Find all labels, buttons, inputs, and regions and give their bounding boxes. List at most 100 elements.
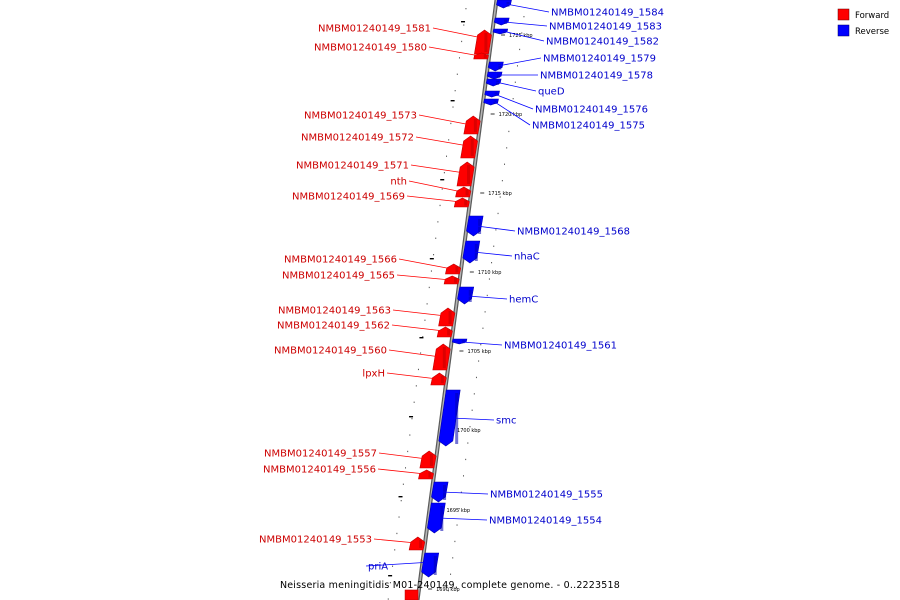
- gene-NMBM01240149_1560: [432, 343, 451, 371]
- minor-dot: [523, 16, 525, 18]
- gene-NMBM01240149_1580: [473, 52, 489, 60]
- gene-shade: [447, 329, 451, 336]
- label-leader: [441, 491, 489, 495]
- gene-NMBM01240149_1573: [463, 115, 481, 135]
- gene-arrow: [445, 263, 462, 275]
- label-leader: [476, 225, 516, 232]
- label-leader: [428, 46, 481, 57]
- gene-label: NMBM01240149_1557: [264, 449, 377, 460]
- gene-shade: [464, 200, 468, 206]
- gene-arrow: [430, 372, 447, 386]
- gene-shade: [440, 375, 444, 384]
- gene-arrow: [419, 450, 437, 469]
- gene-arrow: [456, 161, 475, 187]
- minor-dot: [514, 81, 516, 83]
- gene-shade: [484, 33, 488, 52]
- gene-label: queD: [538, 87, 565, 98]
- gene-label: priA: [368, 562, 388, 573]
- minor-dot: [387, 598, 389, 600]
- label-leader: [388, 349, 441, 358]
- minor-dot: [394, 549, 396, 551]
- gene-lpxH: [430, 372, 447, 386]
- minor-dot: [480, 344, 482, 346]
- genome-caption: Neisseria meningitidis M01-240149, compl…: [280, 580, 620, 591]
- gene-label: NMBM01240149_1572: [301, 133, 414, 144]
- legend-swatch-forward: [837, 8, 850, 21]
- legend-label-forward: Forward: [855, 11, 889, 21]
- minor-dot: [424, 319, 426, 321]
- minor-dot: [389, 582, 391, 584]
- gene-label: NMBM01240149_1583: [549, 22, 662, 33]
- gene-NMBM01240149_1568: [466, 215, 484, 237]
- minor-dot: [488, 278, 490, 280]
- minor-dot: [450, 573, 452, 575]
- gene-shade: [494, 92, 498, 97]
- gene-label: NMBM01240149_1555: [490, 490, 603, 501]
- minor-dot: [497, 212, 499, 215]
- minor-dot: [422, 336, 424, 338]
- minor-dot: [435, 237, 437, 239]
- tick-dash: [419, 337, 424, 339]
- minor-dot: [428, 286, 430, 289]
- minor-dot: [426, 303, 428, 305]
- minor-dot: [446, 155, 448, 157]
- gene-hemC: [457, 286, 475, 305]
- gene-label: NMBM01240149_1553: [259, 535, 372, 546]
- minor-dot: [473, 393, 475, 395]
- backbone-line: [416, 0, 498, 600]
- minor-dot: [420, 352, 422, 354]
- minor-dot: [493, 245, 495, 247]
- label-leader: [503, 21, 548, 27]
- minor-dot: [519, 48, 521, 51]
- gene-shade: [465, 189, 469, 196]
- minor-dot: [452, 106, 454, 108]
- gene-labels: NMBM01240149_1584 NMBM01240149_1583 NMBM01…: [259, 3, 664, 573]
- gene-NMBM01240149_1571: [456, 161, 475, 187]
- minor-dot: [508, 130, 510, 133]
- gene-shade: [429, 454, 433, 466]
- minor-dot: [460, 491, 462, 493]
- gene-shade: [483, 54, 487, 59]
- tick-label: 1720 kbp: [499, 112, 523, 118]
- gene-label: NMBM01240149_1571: [296, 161, 409, 172]
- minor-dot: [499, 196, 501, 198]
- minor-dot: [430, 270, 432, 272]
- gene-label: NMBM01240149_1562: [277, 321, 390, 332]
- minor-dot: [469, 426, 471, 428]
- legend: Forward Reverse: [837, 8, 889, 37]
- minor-dot: [463, 24, 465, 26]
- gene-label: NMBM01240149_1563: [278, 306, 391, 317]
- gene-label: NMBM01240149_1573: [304, 111, 417, 122]
- gene-nhaC: [462, 240, 481, 264]
- gene-arrow: [460, 135, 478, 159]
- gene-shade: [473, 119, 477, 132]
- gene-arrow: [438, 307, 456, 327]
- minor-dot: [452, 557, 454, 559]
- minor-dot: [467, 442, 469, 444]
- gene-shade: [467, 165, 471, 184]
- minor-dot: [439, 204, 441, 207]
- minor-dot: [396, 532, 398, 535]
- label-leader: [378, 452, 428, 460]
- minor-dot: [454, 90, 456, 92]
- minor-dot: [433, 254, 435, 256]
- minor-dot: [465, 8, 467, 10]
- gene-NMBM01240149_1572: [460, 135, 478, 159]
- minor-dot: [454, 540, 456, 543]
- label-leader: [408, 180, 463, 193]
- minor-dot: [510, 114, 512, 116]
- gene-label: NMBM01240149_1580: [314, 43, 427, 54]
- gene-shade: [454, 277, 458, 283]
- gene-shade: [419, 540, 423, 548]
- label-leader: [451, 417, 495, 421]
- gene-label: NMBM01240149_1581: [318, 24, 431, 35]
- minor-dot: [484, 311, 486, 313]
- minor-dot: [443, 172, 445, 174]
- tick-label: 1695 kbp: [447, 508, 471, 514]
- gene-NMBM01240149_1584: [496, 0, 512, 9]
- label-leader: [505, 3, 550, 13]
- minor-dot: [407, 450, 409, 453]
- minor-dot: [447, 590, 449, 592]
- label-leader: [386, 372, 438, 380]
